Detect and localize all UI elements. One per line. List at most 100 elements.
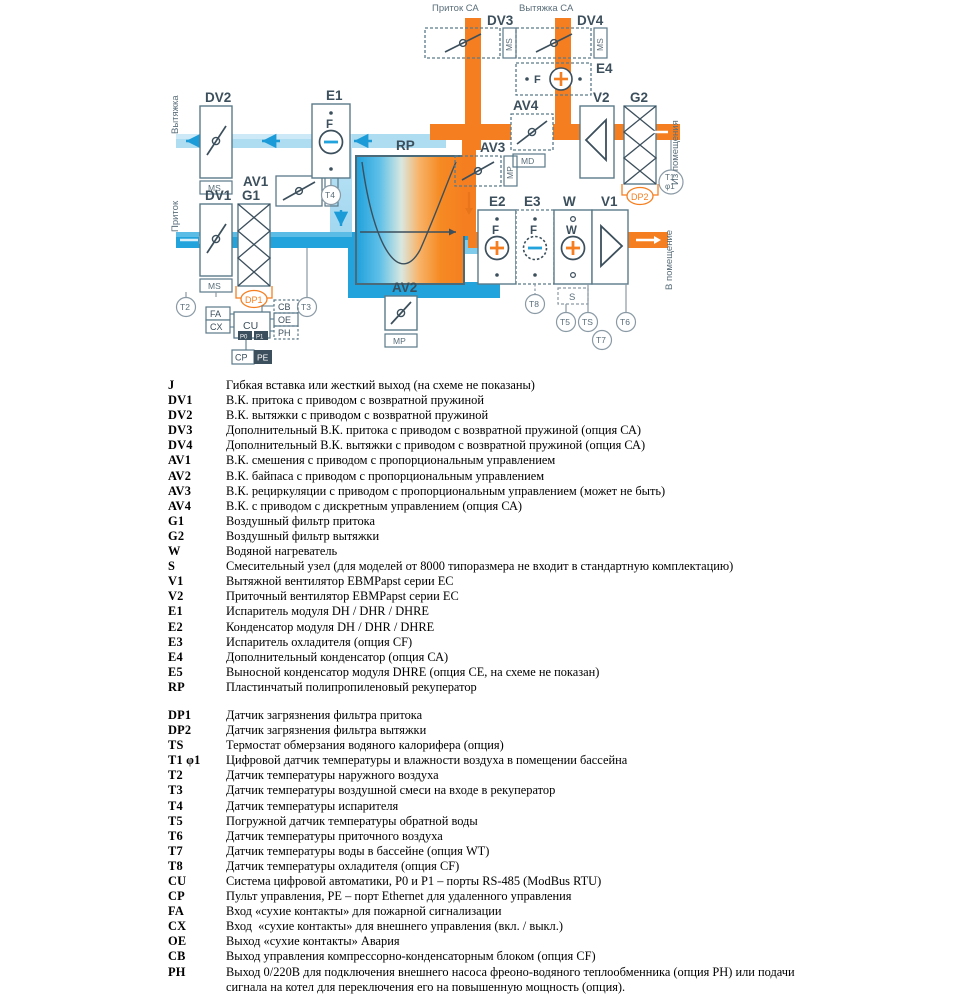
- legend-row: AV4 В.К. с приводом с дискретным управлен…: [168, 499, 970, 514]
- label-e1: E1: [326, 88, 343, 103]
- actuator-md-av4: MD: [521, 156, 534, 166]
- legend-description: Датчик температуры воздушной смеси на вх…: [226, 783, 556, 798]
- sensor-t1-f1: T1 φ1: [658, 140, 684, 195]
- legend-row: Т2 Датчик температуры наружного воздуха: [168, 768, 970, 783]
- label-dv1: DV1: [205, 188, 232, 203]
- legend-panel: J Гибкая вставка или жесткий выход (на сх…: [0, 378, 970, 995]
- legend-row: W Водяной нагреватель: [168, 544, 970, 559]
- sensor-t8: T8: [524, 284, 546, 315]
- legend-row: DV4 Дополнительный В.К. вытяжки с приводо…: [168, 438, 970, 453]
- legend-description: Вход «сухие контакты» для пожарной сигна…: [226, 904, 502, 919]
- legend-row: E2 Конденсатор модуля DH / DHR / DHRE: [168, 620, 970, 635]
- legend-code: Т8: [168, 858, 183, 873]
- legend-description: Приточный вентилятор EBMPapst серии ЕС: [226, 589, 459, 604]
- svg-text:TS: TS: [582, 317, 593, 327]
- legend-code: DV4: [168, 438, 193, 453]
- legend-code: DP2: [168, 723, 192, 738]
- legend-code: Т2: [168, 768, 183, 783]
- arrow-to-room: [636, 236, 661, 244]
- legend-code: OE: [168, 934, 187, 949]
- legend-row: CP Пульт управления, PE – порт Ethernet д…: [168, 889, 970, 904]
- svg-text:T6: T6: [620, 317, 630, 327]
- component-g1: [236, 203, 272, 287]
- actuator-ms-dv3: MS: [504, 38, 514, 51]
- legend-group-sensors: DP1 Датчик загрязнения фильтра притока DP2…: [168, 708, 970, 980]
- label-av3: AV3: [480, 140, 506, 155]
- label-exhaust-vertical: Вытяжка: [170, 95, 181, 134]
- legend-code: CU: [168, 874, 187, 888]
- cu-port-p0: P0: [240, 335, 248, 341]
- legend-row: V2 Приточный вентилятор EBMPapst серии ЕС: [168, 589, 970, 604]
- sensor-ts: TS: [577, 284, 599, 333]
- legend-description: Пластинчатый полипропиленовый рекуперато…: [226, 679, 477, 694]
- legend-description: Датчик загрязнения фильтра притока: [226, 707, 423, 722]
- legend-code: S: [168, 559, 176, 574]
- legend-description: Гибкая вставка или жесткий выход (на схе…: [226, 378, 535, 392]
- component-av4: MD: [510, 113, 554, 168]
- legend-description: Выход 0/220В для подключения внешнего на…: [226, 964, 795, 979]
- label-rp: RP: [396, 138, 415, 153]
- legend-code: AV4: [168, 498, 192, 513]
- legend-row: DV1 В.К. притока с приводом с возвратной …: [168, 393, 970, 408]
- legend-description: Погружной датчик температуры обратной во…: [226, 813, 478, 828]
- legend-code: Т1 φ1: [168, 753, 201, 768]
- legend-description: В.К. притока с приводом с возвратной пру…: [226, 393, 485, 408]
- legend-group-components: J Гибкая вставка или жесткий выход (на сх…: [168, 378, 970, 695]
- svg-text:DP1: DP1: [245, 295, 263, 305]
- legend-row: Т6 Датчик температуры приточного воздуха: [168, 829, 970, 844]
- legend-spacer: [168, 695, 970, 708]
- sensor-t6: T6: [615, 284, 637, 333]
- legend-code: CX: [168, 919, 187, 934]
- legend-description: Вытяжной вентилятор EBMPapst серии ЕС: [226, 574, 454, 589]
- legend-row: E4 Дополнительный конденсатор (опция СА): [168, 650, 970, 665]
- legend-code: E1: [168, 604, 183, 619]
- actuator-ms-dv1: MS: [208, 281, 221, 291]
- sensor-t5: T5: [555, 304, 577, 333]
- sensor-t4: T4: [320, 178, 342, 206]
- legend-row: AV3 В.К. рециркуляции с приводом с пропор…: [168, 484, 970, 499]
- legend-code: FA: [168, 904, 184, 919]
- sensor-dp1: DP1: [235, 286, 273, 309]
- legend-description: В.К. с приводом с дискретным управлением…: [226, 498, 523, 513]
- mixing-unit-s: S: [557, 287, 589, 305]
- legend-description: Воздушный фильтр вытяжки: [226, 528, 380, 543]
- legend-code: DP1: [168, 707, 192, 722]
- legend-row: CU Система цифровой автоматики, P0 и P1 –…: [168, 874, 970, 889]
- legend-description: Дополнительный В.К. вытяжки с приводом с…: [226, 438, 646, 453]
- component-av2: MP: [384, 295, 418, 348]
- legend-code: W: [168, 544, 181, 559]
- label-supply-ca: Приток СА: [432, 3, 479, 14]
- e1-mark-f: F: [326, 119, 333, 131]
- legend-description: В.К. байпаса с приводом с пропорциональн…: [226, 468, 545, 483]
- input-cx: CX: [210, 322, 223, 332]
- actuator-ms-dv2: MS: [208, 183, 221, 193]
- legend-row: Т3 Датчик температуры воздушной смеси на …: [168, 783, 970, 798]
- legend-row: E5 Выносной конденсатор модуля DHRE (опци…: [168, 665, 970, 680]
- label-dv3: DV3: [487, 13, 514, 28]
- svg-text:T3: T3: [301, 302, 311, 312]
- legend-code: Т4: [168, 798, 183, 813]
- svg-text:T4: T4: [325, 190, 335, 200]
- legend-row: Т5 Погружной датчик температуры обратной …: [168, 814, 970, 829]
- svg-text:T7: T7: [596, 335, 606, 345]
- legend-row: V1 Вытяжной вентилятор EBMPapst серии ЕС: [168, 574, 970, 589]
- legend-code: V1: [168, 574, 184, 589]
- component-e2: F: [477, 209, 517, 285]
- label-av1: AV1: [243, 174, 269, 189]
- label-e3: E3: [524, 194, 541, 209]
- legend-description: Воздушный фильтр притока: [226, 513, 375, 528]
- e4-mark-f: F: [534, 74, 541, 86]
- control-block-cu: CU P0 P1 FA CX CB OE PH CP PE: [205, 299, 299, 365]
- legend-row: G1 Воздушный фильтр притока: [168, 514, 970, 529]
- component-w: W: [553, 209, 593, 285]
- legend-description: Выход «сухие контакты» Авария: [226, 934, 400, 949]
- legend-row: E3 Испаритель охладителя (опция CF): [168, 635, 970, 650]
- legend-description: Цифровой датчик температуры и влажности …: [226, 753, 628, 768]
- legend-description: Вход «сухие контакты» для внешнего управ…: [226, 919, 563, 934]
- component-dv2: MS: [199, 105, 233, 195]
- component-e1: F: [311, 103, 351, 179]
- legend-row: DV2 В.К. вытяжки с приводом с возвратной …: [168, 408, 970, 423]
- legend-description: Выносной конденсатор модуля DHRE (опция …: [226, 664, 600, 679]
- actuator-mp-av2: MP: [393, 336, 406, 346]
- component-g2: [622, 105, 658, 185]
